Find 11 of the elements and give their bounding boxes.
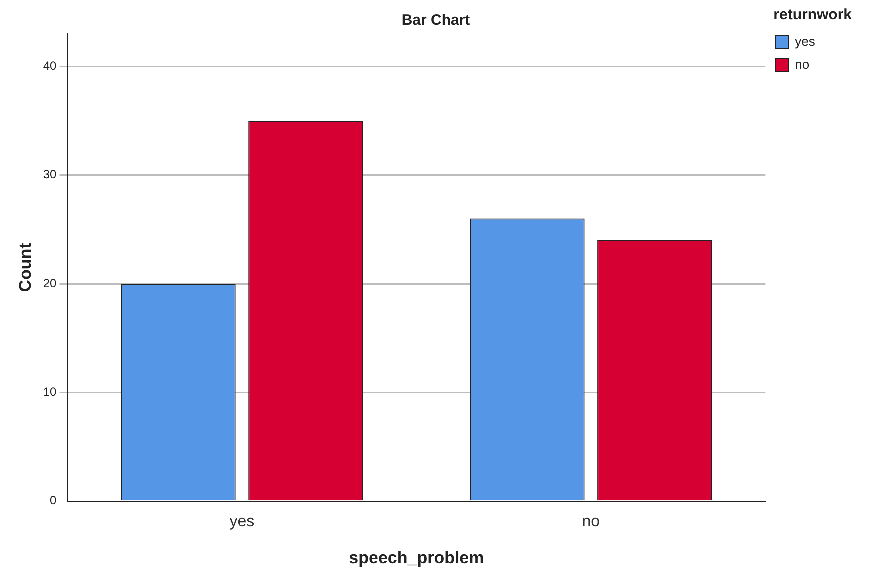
y-tick-label: 10 <box>43 385 58 400</box>
y-axis-title: Count <box>16 242 35 292</box>
x-axis-title: speech_problem <box>349 548 484 568</box>
legend-title: returnwork <box>774 6 853 24</box>
y-tick-label: 30 <box>43 168 58 182</box>
chart-title: Bar Chart <box>402 12 470 30</box>
legend-label: yes <box>795 34 816 50</box>
legend-label: no <box>795 57 810 72</box>
y-tick-label: 0 <box>50 494 58 508</box>
y-tick-label: 20 <box>43 276 58 290</box>
y-tick-label: 40 <box>43 58 58 73</box>
